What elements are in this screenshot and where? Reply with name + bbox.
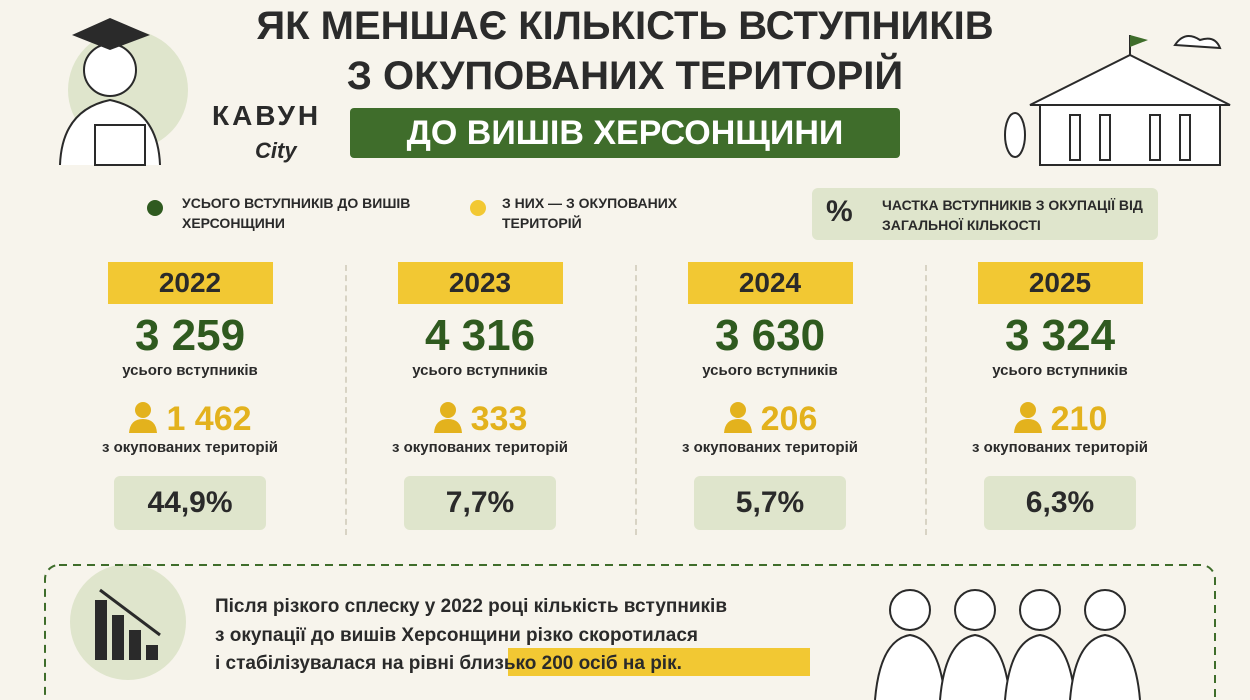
occupied-row: 333: [335, 399, 625, 439]
footer-text: і стабілізувалася на рівні близько 200 о…: [215, 653, 682, 675]
total-label: усього вступників: [702, 362, 838, 379]
title: ЯК МЕНШАЄ КІЛЬКІСТЬ ВСТУПНИКІВ: [256, 4, 994, 48]
separator: [925, 265, 927, 535]
total-value: 4 316: [424, 311, 536, 360]
share-value: 6,3%: [984, 476, 1136, 530]
logo-sub: City: [255, 138, 297, 163]
total-value: 3 259: [134, 311, 246, 360]
footer-text: з окупації до вишів Херсонщини різко ско…: [215, 625, 698, 646]
occupied-value: 210: [1050, 400, 1108, 438]
year-column: 2025 3 324 усього вступників 210 з окуповани…: [915, 262, 1205, 530]
total-label: усього вступників: [992, 362, 1128, 379]
total-value: 3 630: [714, 311, 826, 360]
total-value: 3 324: [1004, 311, 1116, 360]
share-value: 5,7%: [694, 476, 846, 530]
title: З ОКУПОВАНИХ ТЕРИТОРІЙ: [346, 54, 904, 98]
year: 2024: [687, 262, 853, 304]
occupied-label: з окупованих територій: [682, 439, 858, 456]
share-value: 44,9%: [114, 476, 266, 530]
year-column: 2022 3 259 усього вступників 1 462 з окупова…: [45, 262, 335, 530]
legend-occupied: З НИХ — З ОКУПОВАНИХ ТЕРИТОРІЙ: [502, 195, 678, 231]
footer-highlight: близько 200 осіб на рік.: [459, 653, 682, 674]
legend-total: УСЬОГО ВСТУПНИКІВ ДО ВИШІВ ХЕРСОНЩИНИ: [182, 195, 411, 231]
person-icon: [433, 402, 462, 433]
legend-share: ЧАСТКА ВСТУПНИКІВ З ОКУПАЦІЇ ВІД ЗАГАЛЬН…: [882, 197, 1143, 233]
year-column: 2023 4 316 усього вступників 333 з окуповани…: [335, 262, 625, 530]
separator: [345, 265, 347, 535]
occupied-value: 206: [760, 400, 818, 438]
occupied-row: 206: [625, 399, 915, 439]
total-label: усього вступників: [412, 362, 548, 379]
year: 2025: [977, 262, 1143, 304]
person-icon: [1013, 402, 1042, 433]
year: 2023: [397, 262, 563, 304]
percent-icon: %: [826, 195, 853, 228]
occupied-value: 333: [470, 400, 528, 438]
occupied-label: з окупованих територій: [972, 439, 1148, 456]
occupied-row: 1 462: [45, 399, 335, 439]
footer-text: Після різкого сплеску у 2022 році кількі…: [215, 596, 727, 617]
share-value: 7,7%: [404, 476, 556, 530]
person-icon: [129, 402, 158, 433]
occupied-row: 210: [915, 399, 1205, 439]
year-column: 2024 3 630 усього вступників 206 з окуповани…: [625, 262, 915, 530]
logo: КАВУН: [212, 100, 322, 131]
person-icon: [723, 402, 752, 433]
separator: [635, 265, 637, 535]
footer-text: і стабілізувалася на рівні: [215, 653, 455, 674]
occupied-label: з окупованих територій: [392, 439, 568, 456]
title-banner: ДО ВИШІВ ХЕРСОНЩИНИ: [350, 108, 900, 158]
occupied-label: з окупованих територій: [102, 439, 278, 456]
total-label: усього вступників: [122, 362, 258, 379]
year: 2022: [107, 262, 273, 304]
occupied-value: 1 462: [166, 400, 252, 438]
